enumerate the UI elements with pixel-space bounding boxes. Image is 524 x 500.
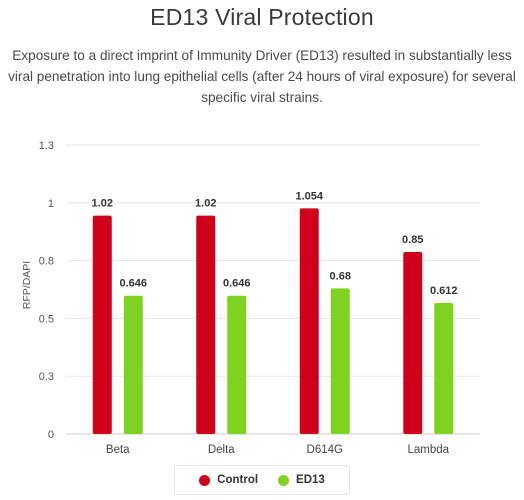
data-label: 1.054 xyxy=(295,190,323,202)
bar-ed13-delta[interactable] xyxy=(227,295,247,434)
data-label: 0.85 xyxy=(402,234,423,246)
y-tick-label: 0.8 xyxy=(39,256,54,268)
labels-layer: 0 0.3 0.5 0.8 1 1.3 1.02 0.646 Beta 1.02 0.646 Delt… xyxy=(39,140,458,456)
bar-ed13-beta[interactable] xyxy=(123,295,143,434)
chart-subtitle: Exposure to a direct imprint of Immunity… xyxy=(8,48,516,105)
y-tick-label: 0 xyxy=(48,429,54,441)
bars-layer xyxy=(92,208,454,434)
bar-control-delta[interactable] xyxy=(196,215,216,434)
data-label: 0.646 xyxy=(119,278,147,290)
data-label: 1.02 xyxy=(92,198,113,210)
legend-swatch-control xyxy=(199,474,211,486)
data-label: 0.646 xyxy=(223,278,251,290)
legend: Control ED13 xyxy=(174,465,350,495)
y-tick-label: 0.5 xyxy=(39,313,54,325)
x-tick-label: Lambda xyxy=(407,444,449,456)
chart-title: ED13 Viral Protection xyxy=(150,4,374,30)
bar-control-beta[interactable] xyxy=(92,215,112,434)
bar-control-d614g[interactable] xyxy=(299,208,319,434)
y-tick-label: 1 xyxy=(48,198,54,210)
x-tick-label: D614G xyxy=(307,444,343,456)
legend-item-control[interactable]: Control xyxy=(199,474,258,486)
y-axis-label: RFP/DAPI xyxy=(21,261,33,309)
bar-control-lambda[interactable] xyxy=(403,252,423,434)
legend-item-ed13[interactable]: ED13 xyxy=(278,474,325,486)
data-label: 0.68 xyxy=(330,270,351,282)
legend-swatch-ed13 xyxy=(278,474,290,486)
x-tick-label: Delta xyxy=(208,444,235,456)
x-tick-label: Beta xyxy=(106,444,130,456)
y-tick-label: 0.3 xyxy=(39,371,54,383)
bar-ed13-lambda[interactable] xyxy=(434,302,454,434)
data-label: 0.612 xyxy=(430,285,458,297)
legend-label-control: Control xyxy=(217,474,259,486)
data-label: 1.02 xyxy=(195,198,216,210)
bar-ed13-d614g[interactable] xyxy=(330,288,350,434)
legend-label-ed13: ED13 xyxy=(296,474,325,486)
y-tick-label: 1.3 xyxy=(39,140,54,152)
